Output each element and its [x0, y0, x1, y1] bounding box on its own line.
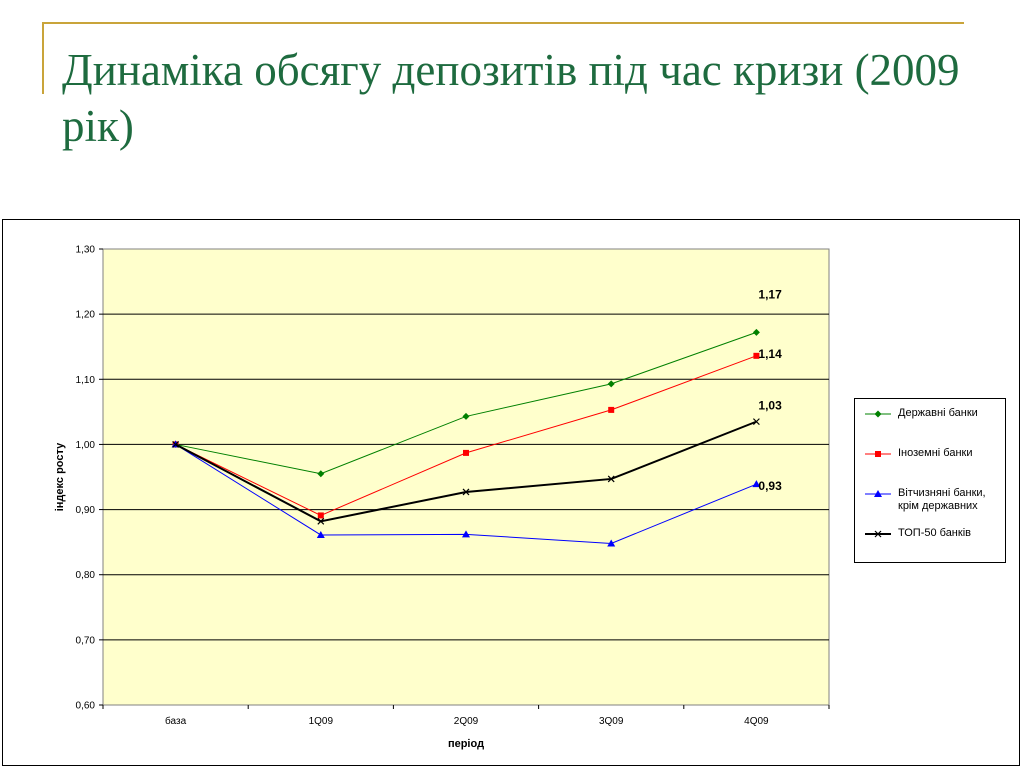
- data-point: [463, 449, 469, 456]
- legend-label: Іноземні банки: [898, 447, 973, 459]
- legend-marker: [875, 451, 881, 457]
- x-tick-label: 3Q09: [599, 716, 624, 727]
- y-tick-label: 0,60: [76, 701, 96, 712]
- legend-swatch: [865, 410, 891, 418]
- x-tick-label: 4Q09: [744, 716, 769, 727]
- data-point: [316, 530, 325, 538]
- y-axis-title: індекс росту: [54, 442, 66, 511]
- data-point: [462, 412, 470, 420]
- x-tick-label: база: [165, 715, 187, 727]
- slide-title: Динаміка обсягу депозитів під час кризи …: [62, 45, 960, 151]
- legend-swatch: [865, 451, 891, 457]
- data-point: [607, 380, 615, 388]
- data-point: [607, 539, 616, 547]
- data-point: [317, 470, 325, 478]
- legend-swatch: [865, 490, 891, 497]
- legend-label: ТОП-50 банків: [898, 527, 971, 539]
- y-tick-label: 0,70: [76, 635, 96, 646]
- data-label: 0,93: [758, 479, 782, 493]
- data-point: [462, 488, 470, 496]
- chart-legend: Державні банки Іноземні банки Вітчизняні б…: [854, 398, 1006, 563]
- title-accent-line: [42, 22, 964, 24]
- y-tick-label: 0,90: [76, 505, 96, 516]
- y-tick-label: 1,10: [76, 375, 96, 386]
- data-point: [752, 480, 761, 488]
- y-tick-label: 1,30: [76, 245, 96, 256]
- data-point: [752, 328, 760, 336]
- x-tick-label: 1Q09: [309, 716, 334, 727]
- data-point: [317, 512, 324, 519]
- y-tick-label: 0,80: [76, 570, 96, 581]
- x-axis-title: період: [448, 738, 484, 750]
- data-point: [608, 406, 615, 413]
- chart-frame: 0,60 0,70 0,80 0,90 1,00 1,10 1,20 1,30 база 1Q09…: [2, 219, 1020, 766]
- legend-label: Державні банки: [898, 407, 978, 419]
- data-point: [752, 418, 760, 426]
- data-point: [607, 475, 615, 483]
- y-tick-label: 1,20: [76, 310, 96, 321]
- legend-marker: [874, 490, 882, 497]
- data-point: [172, 441, 180, 448]
- plot-area: [102, 248, 830, 706]
- legend-marker: [874, 410, 882, 418]
- data-point: [317, 517, 325, 525]
- data-label: 1,14: [758, 347, 782, 361]
- line-chart: 0,60 0,70 0,80 0,90 1,00 1,10 1,20 1,30 база 1Q09…: [54, 245, 830, 750]
- legend-label: Вітчизняні банки, крім державних: [898, 487, 986, 512]
- legend-swatch: [865, 530, 891, 538]
- data-point: [753, 352, 760, 359]
- data-point: [462, 530, 470, 538]
- y-tick-label: 1,00: [76, 440, 96, 451]
- data-label: 1,17: [758, 287, 782, 301]
- x-tick-label: 2Q09: [454, 716, 479, 727]
- legend-marker: [874, 530, 882, 538]
- data-label: 1,03: [758, 399, 782, 413]
- title-accent-bar: [42, 22, 44, 94]
